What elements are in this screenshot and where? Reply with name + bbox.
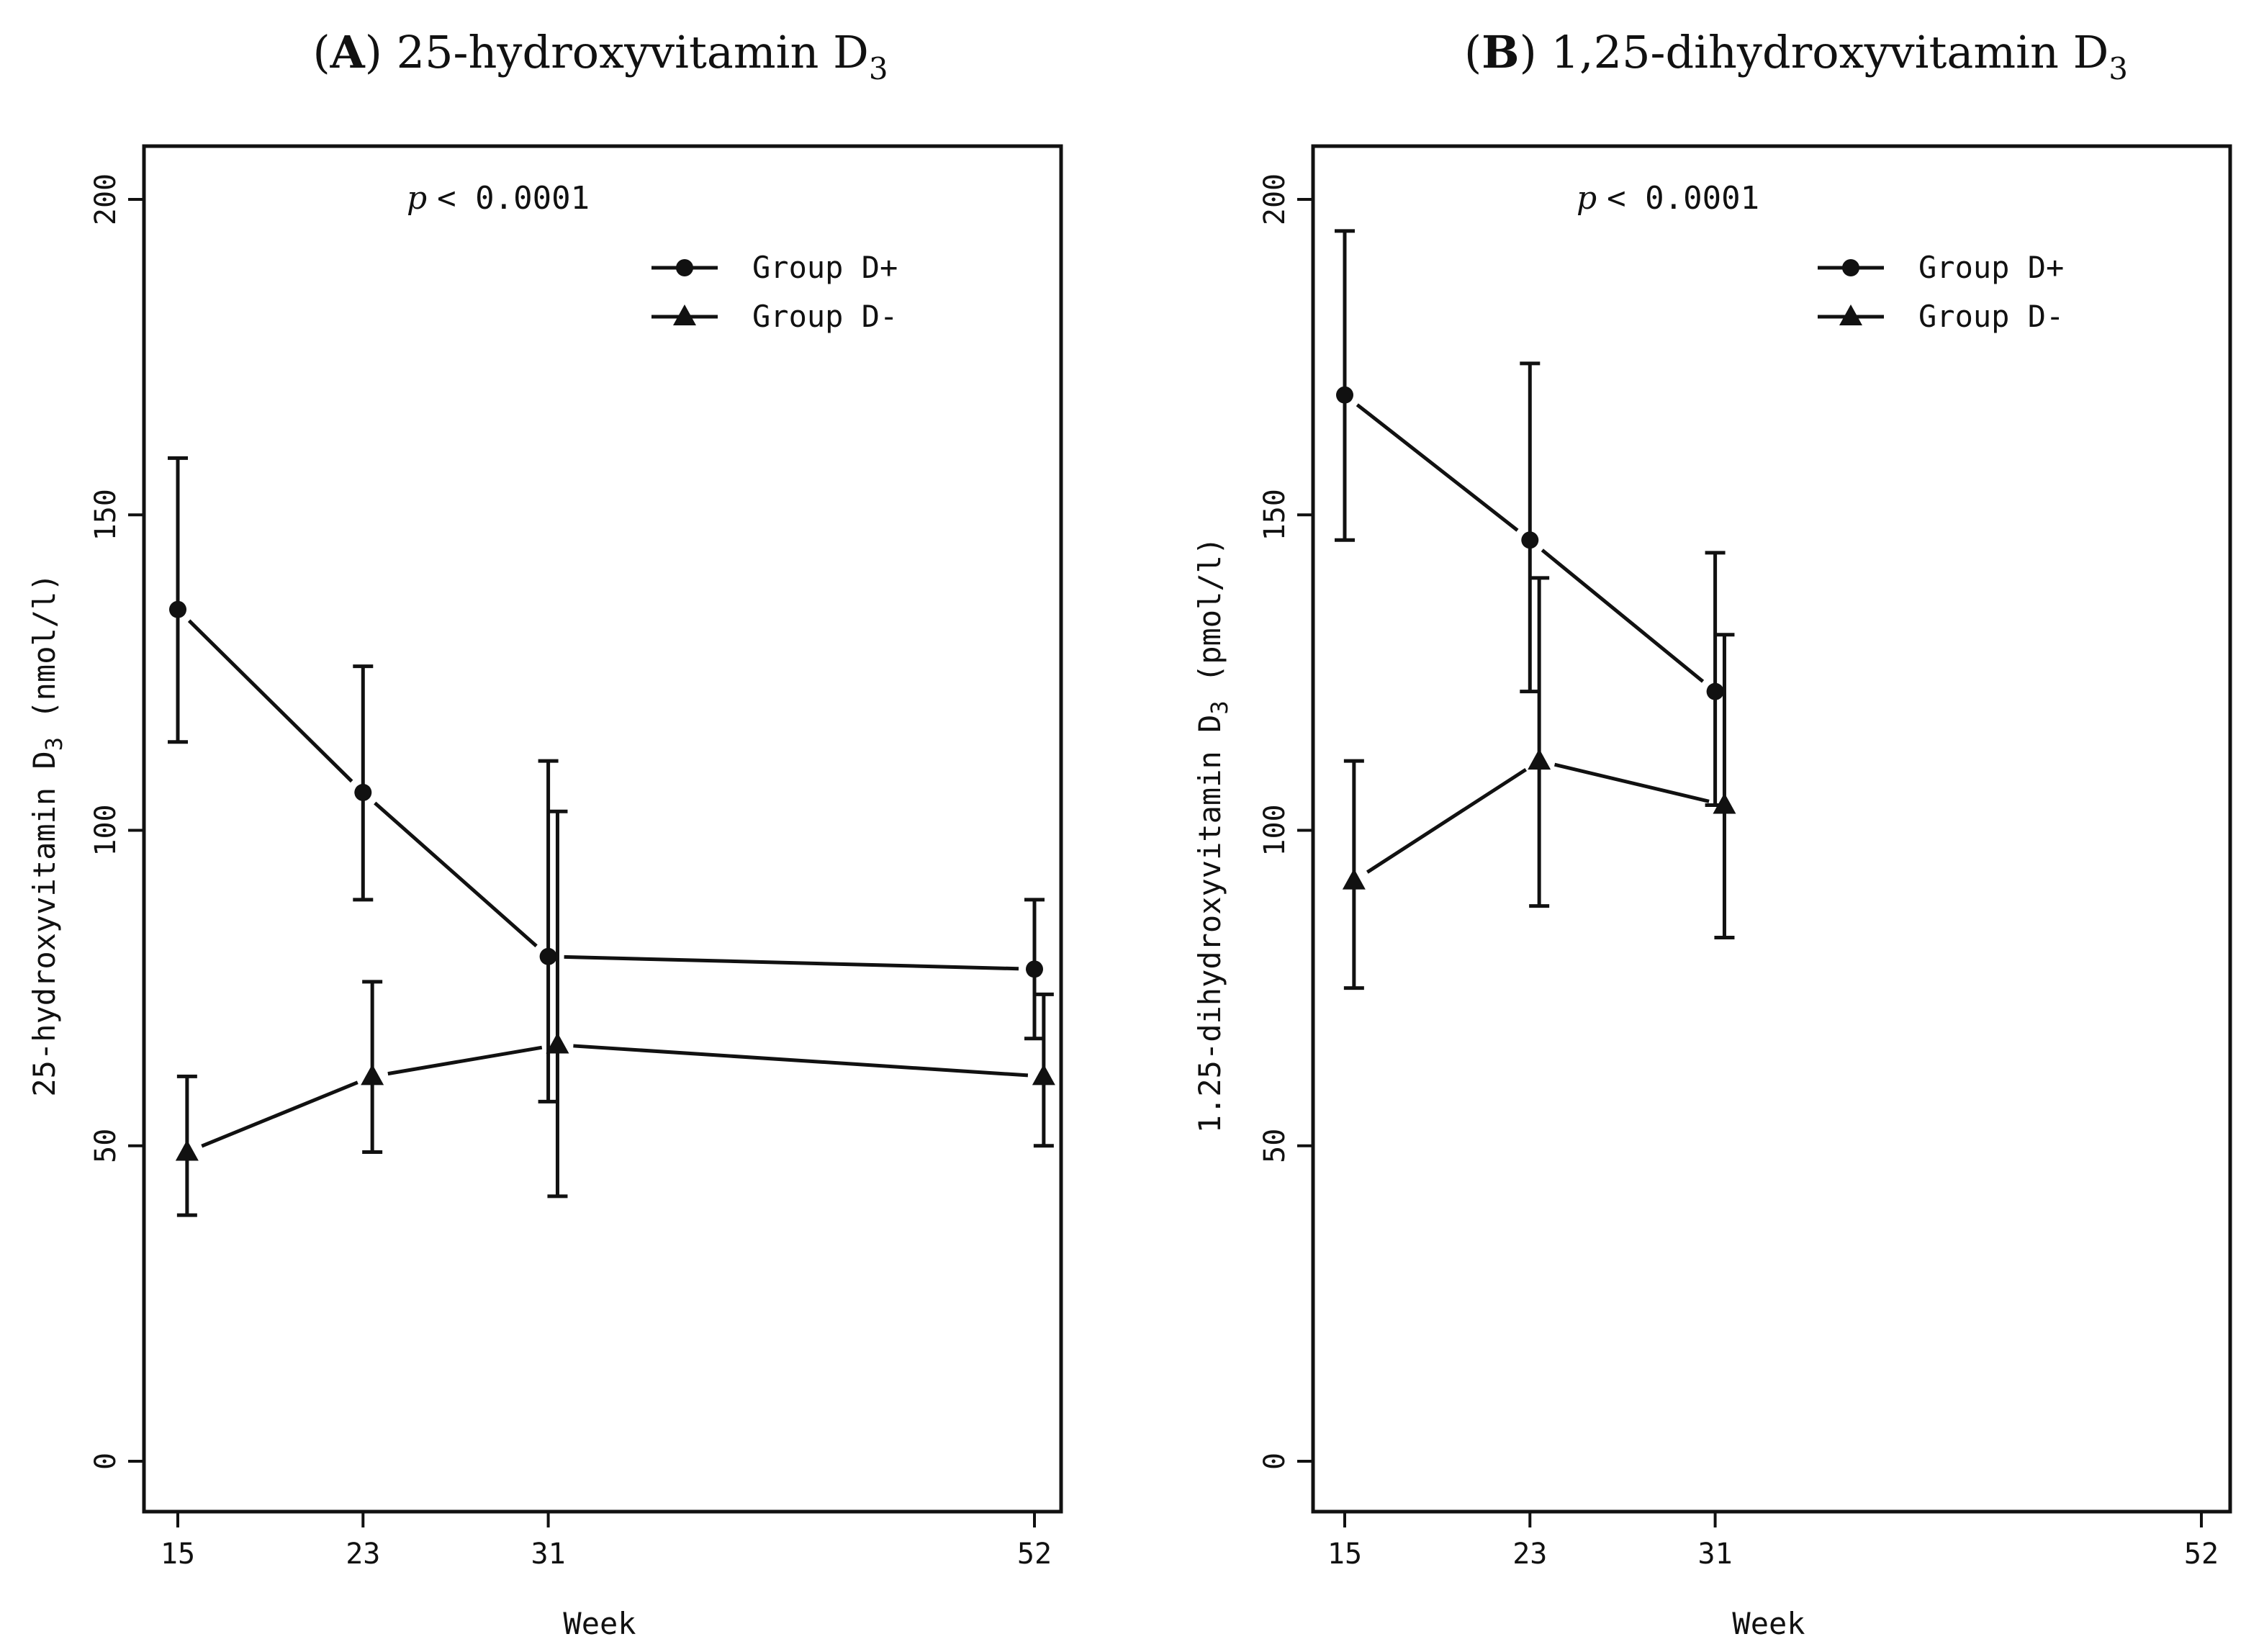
y-tick-label: 100 xyxy=(89,804,122,856)
data-point-triangle xyxy=(1528,749,1551,770)
p-value-annotation: p < 0.0001 xyxy=(407,180,590,217)
series-line-segment xyxy=(1356,403,1519,532)
legend-label: Group D- xyxy=(1918,299,2064,334)
legend-entry: Group D+ xyxy=(651,250,898,285)
y-tick-label: 200 xyxy=(89,173,122,225)
series-line-segment xyxy=(1366,767,1528,874)
series-line-segment xyxy=(374,801,538,948)
panel-title: (B) 1,25-dihydroxyvitamin D3 xyxy=(1464,26,2128,86)
p-value-text: < 0.0001 xyxy=(1607,180,1759,217)
legend-entry: Group D+ xyxy=(1818,250,2064,285)
x-axis-label: Week xyxy=(1732,1606,1805,1641)
data-point-circle xyxy=(1706,682,1724,700)
panel-b: (B) 1,25-dihydroxyvitamin D3050100150200… xyxy=(1192,26,2232,1641)
title-paren-open: ( xyxy=(1464,26,1481,78)
data-point-circle xyxy=(1521,531,1539,549)
data-point-circle xyxy=(354,783,372,801)
y-tick-label: 150 xyxy=(89,489,122,541)
x-tick-label: 31 xyxy=(531,1538,566,1571)
p-symbol: p xyxy=(1577,180,1607,217)
panel-letter: A xyxy=(330,26,366,78)
title-subscript: 3 xyxy=(869,51,888,86)
x-tick-label: 15 xyxy=(1327,1538,1362,1571)
y-tick-label: 100 xyxy=(1258,804,1291,856)
y-axis-label-unit: (pmol/l) xyxy=(1192,537,1227,701)
series-group-d-minus xyxy=(1342,576,1736,990)
legend-entry: Group D- xyxy=(651,299,898,334)
series-line-segment xyxy=(201,1080,358,1148)
y-axis-label-text: 25-hydroxyvitamin D xyxy=(27,751,62,1096)
x-tick-label: 15 xyxy=(161,1538,195,1571)
series-group-d-plus xyxy=(1335,229,1726,807)
data-point-circle xyxy=(1336,386,1353,404)
plot-frame xyxy=(1311,144,2232,1514)
y-axis-label: 1.25-dihydroxyvitamin D3 (pmol/l) xyxy=(1192,537,1233,1133)
series-line-segment xyxy=(387,1045,543,1076)
series-line-segment xyxy=(564,954,1019,971)
data-point-circle xyxy=(169,600,186,618)
data-point-triangle xyxy=(1342,868,1366,890)
series-group-d-minus xyxy=(175,809,1055,1217)
data-point-triangle xyxy=(361,1064,384,1085)
y-tick-label: 150 xyxy=(1258,489,1291,541)
p-symbol: p xyxy=(407,180,437,217)
p-value-text: < 0.0001 xyxy=(437,180,590,217)
y-tick-label: 50 xyxy=(89,1129,122,1163)
y-axis-label-subscript: 3 xyxy=(1206,700,1233,714)
series-group-d-plus xyxy=(168,456,1045,1103)
legend-marker-circle xyxy=(1842,259,1859,276)
x-tick-label: 52 xyxy=(1017,1538,1052,1571)
data-point-triangle xyxy=(546,1032,569,1054)
y-axis-label-text: 1.25-dihydroxyvitamin D xyxy=(1192,715,1227,1134)
x-axis-label: Week xyxy=(563,1606,636,1641)
data-point-triangle xyxy=(1713,793,1736,814)
x-tick-label: 23 xyxy=(346,1538,380,1571)
y-axis-label-unit: (nmol/l) xyxy=(27,573,62,737)
y-axis-label: 25-hydroxyvitamin D3 (nmol/l) xyxy=(27,573,68,1096)
legend-label: Group D+ xyxy=(752,250,898,285)
series-line-segment xyxy=(1553,762,1710,803)
y-tick-label: 0 xyxy=(1258,1453,1291,1470)
series-line-segment xyxy=(573,1044,1029,1078)
legend-marker-triangle xyxy=(1839,304,1862,325)
data-point-circle xyxy=(539,947,557,965)
title-text: ) 1,25-dihydroxyvitamin D xyxy=(1520,26,2109,78)
data-point-circle xyxy=(1026,960,1043,978)
legend-label: Group D- xyxy=(752,299,898,334)
x-tick-label: 23 xyxy=(1512,1538,1547,1571)
y-axis-label-subscript: 3 xyxy=(40,737,68,751)
plot-frame xyxy=(142,144,1063,1514)
legend-marker-triangle xyxy=(673,304,696,325)
y-tick-label: 0 xyxy=(89,1453,122,1470)
legend-marker-circle xyxy=(676,259,693,276)
y-tick-label: 200 xyxy=(1258,173,1291,225)
panel-title: (A) 25-hydroxyvitamin D3 xyxy=(312,26,888,86)
y-tick-label: 50 xyxy=(1258,1129,1291,1163)
data-point-triangle xyxy=(1032,1064,1055,1085)
x-tick-label: 52 xyxy=(2184,1538,2219,1571)
panel-letter: B xyxy=(1481,26,1519,78)
x-tick-label: 31 xyxy=(1698,1538,1733,1571)
p-value-annotation: p < 0.0001 xyxy=(1577,180,1759,217)
title-paren-open: ( xyxy=(312,26,330,78)
data-point-triangle xyxy=(175,1139,199,1161)
series-line-segment xyxy=(187,619,353,783)
series-line-segment xyxy=(1541,549,1705,683)
legend-entry: Group D- xyxy=(1818,299,2064,334)
title-subscript: 3 xyxy=(2109,51,2128,86)
title-text: ) 25-hydroxyvitamin D xyxy=(365,26,869,78)
legend-label: Group D+ xyxy=(1918,250,2064,285)
